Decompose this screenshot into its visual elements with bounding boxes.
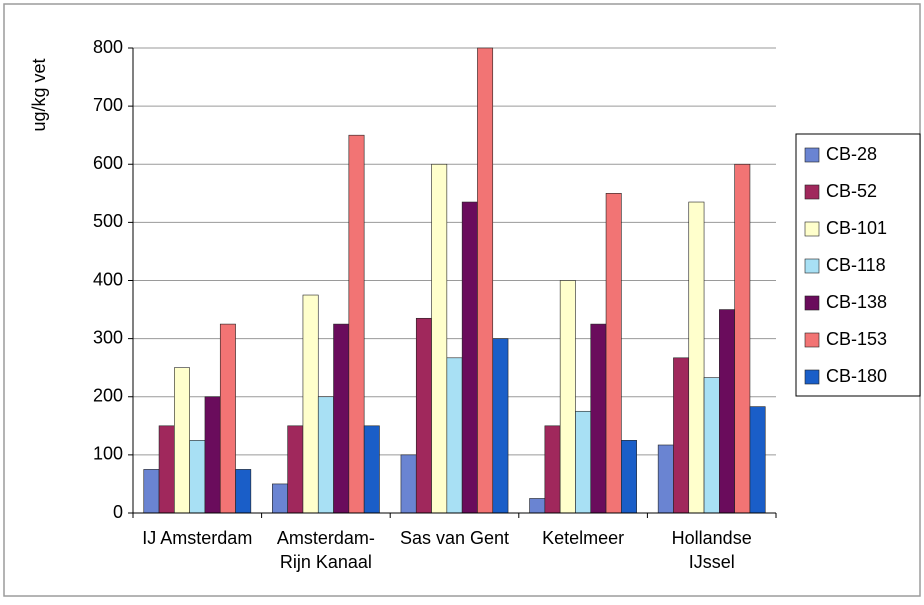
legend-swatch xyxy=(804,147,820,163)
x-tick-label: Sas van Gent xyxy=(400,528,509,548)
legend-label: CB-138 xyxy=(826,292,887,312)
legend-swatch xyxy=(804,221,820,237)
bar xyxy=(446,357,463,514)
y-tick-label: 800 xyxy=(93,37,123,57)
y-tick-label: 100 xyxy=(93,444,123,464)
bar xyxy=(158,425,175,514)
legend-label: CB-28 xyxy=(826,144,877,164)
bar xyxy=(673,357,690,514)
y-tick-label: 0 xyxy=(113,502,123,522)
bar xyxy=(657,444,674,514)
y-tick-label: 500 xyxy=(93,211,123,231)
bar xyxy=(621,440,637,514)
legend-label: CB-153 xyxy=(826,329,887,349)
x-tick-label: Amsterdam-Rijn Kanaal xyxy=(277,528,375,572)
legend-label: CB-52 xyxy=(826,181,877,201)
bar xyxy=(605,193,622,514)
bar xyxy=(415,317,432,514)
bar xyxy=(431,163,448,514)
bar xyxy=(174,367,190,514)
bar xyxy=(492,338,509,514)
legend-label: CB-118 xyxy=(826,255,886,275)
bar xyxy=(317,396,334,514)
bar xyxy=(143,469,160,514)
x-tick-label: Hollandse IJssel xyxy=(672,528,752,572)
bar xyxy=(333,323,350,514)
bar xyxy=(204,396,221,514)
bar xyxy=(590,323,607,514)
bar xyxy=(363,425,380,514)
bar xyxy=(544,425,561,514)
legend-swatch xyxy=(804,369,820,385)
bar xyxy=(734,163,751,514)
bar xyxy=(477,47,494,514)
bar xyxy=(287,425,304,514)
bar xyxy=(348,134,365,514)
bar xyxy=(219,323,236,514)
bar xyxy=(400,454,417,514)
bar xyxy=(749,406,766,514)
y-tick-label: 400 xyxy=(93,269,123,289)
bar xyxy=(302,294,319,514)
bar xyxy=(189,440,206,514)
bar xyxy=(529,498,546,514)
legend-label: CB-180 xyxy=(826,366,887,386)
legend-swatch xyxy=(804,295,820,311)
y-axis-label: ug/kg vet xyxy=(29,58,49,131)
bar xyxy=(461,201,478,514)
legend-label: CB-101 xyxy=(826,218,887,238)
x-tick-label: IJ Amsterdam xyxy=(142,528,252,548)
x-tick-label: Ketelmeer xyxy=(542,528,624,548)
bar xyxy=(703,377,720,514)
y-tick-label: 200 xyxy=(93,386,123,406)
y-tick-label: 300 xyxy=(93,327,123,347)
legend-swatch xyxy=(804,258,820,274)
bar xyxy=(272,483,288,514)
legend-swatch xyxy=(804,332,820,348)
legend-swatch xyxy=(804,184,820,200)
bar xyxy=(559,280,576,514)
bar xyxy=(575,410,592,514)
bar xyxy=(688,201,705,514)
bar xyxy=(719,309,735,514)
bar xyxy=(235,469,252,514)
y-tick-label: 700 xyxy=(93,95,123,115)
y-tick-label: 600 xyxy=(93,153,123,173)
